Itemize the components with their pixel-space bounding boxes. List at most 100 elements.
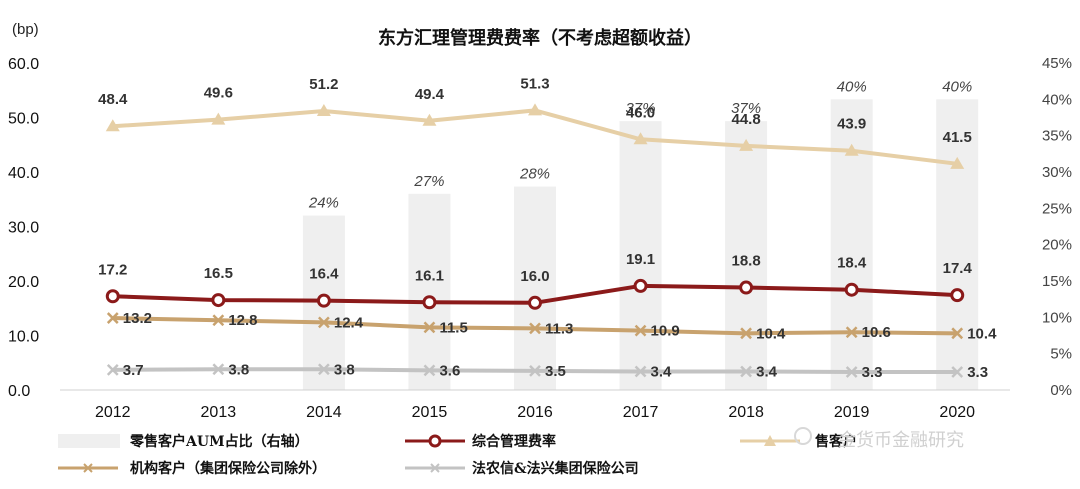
data-labels-layer: 24% 27% 28% 37% 37% 40% 40% 17.2 16.5 16.4 16.1 16.…: [98, 75, 997, 381]
bars-layer: [302, 99, 979, 390]
y2-tick-label: 40%: [1042, 91, 1072, 108]
point-insurance-2012: [106, 363, 119, 376]
watermark: 金货币金融研究: [794, 427, 964, 450]
data-label-insurance-2020: 3.3: [967, 364, 988, 381]
bar-label-2016: 28%: [519, 166, 550, 183]
data-label-institutional-2015: 11.5: [439, 319, 467, 336]
x-tick-label-2018: 2018: [728, 404, 764, 421]
data-label-institutional-2016: 11.3: [545, 320, 573, 337]
y2-tick-label: 45%: [1042, 55, 1072, 72]
series-institutional: [106, 312, 964, 340]
bar-label-2019: 40%: [837, 78, 867, 95]
y-tick-label: 30.0: [8, 220, 39, 237]
point-retail-2018: [739, 138, 754, 151]
point-overall-fee-2013: [211, 293, 226, 308]
x-tick-label-2015: 2015: [412, 404, 448, 421]
point-retail-2012: [105, 119, 120, 132]
legend-marker-institutional: [83, 463, 93, 473]
y2-tick-label: 20%: [1042, 237, 1072, 254]
bar-2016: [514, 186, 556, 390]
y-axis-unit: (bp): [12, 21, 39, 38]
data-label-retail-2012: 48.4: [98, 91, 128, 108]
point-overall-fee-2017: [633, 278, 648, 293]
data-label-retail-2013: 49.6: [204, 85, 233, 102]
data-label-overall-fee-2020: 17.4: [943, 260, 973, 277]
y2-tick-label: 15%: [1042, 273, 1072, 290]
x-tick-label-2014: 2014: [306, 404, 342, 421]
point-institutional-2016: [529, 322, 541, 335]
data-label-insurance-2017: 3.4: [651, 363, 673, 380]
data-label-overall-fee-2015: 16.1: [415, 267, 444, 284]
watermark-text: 金货币金融研究: [838, 430, 964, 450]
legend-swatch-retail-aum-share: [58, 434, 120, 448]
data-label-institutional-2020: 10.4: [967, 325, 997, 342]
data-label-overall-fee-2019: 18.4: [837, 255, 867, 272]
point-insurance-2020: [951, 366, 964, 378]
bar-2020: [936, 99, 979, 390]
data-label-overall-fee-2017: 19.1: [626, 251, 655, 268]
bar-2019: [830, 99, 873, 390]
series-overall-fee: [105, 278, 965, 310]
data-label-retail-2019: 43.9: [837, 116, 866, 133]
point-retail-2019: [844, 143, 859, 156]
bar-label-2015: 27%: [413, 173, 444, 190]
point-institutional-2013: [212, 314, 225, 327]
point-insurance-2016: [529, 365, 541, 377]
lines-layer: [105, 103, 965, 378]
wechat-icon: [794, 427, 812, 445]
y-axis-ticks: 0.0 10.0 20.0 30.0 40.0 50.0 60.0: [8, 56, 39, 400]
y-tick-label: 0.0: [8, 383, 30, 400]
data-label-overall-fee-2018: 18.8: [732, 253, 761, 270]
x-tick-label-2019: 2019: [834, 404, 870, 421]
y-tick-label: 40.0: [8, 165, 39, 182]
legend-label-institutional: 机构客户（集团保险公司除外）: [130, 460, 326, 477]
point-insurance-2015: [423, 364, 436, 377]
bar-label-2014: 24%: [308, 195, 339, 212]
point-overall-fee-2019: [844, 282, 859, 297]
point-retail-2015: [422, 113, 437, 126]
x-tick-label-2013: 2013: [201, 404, 237, 421]
data-label-retail-2020: 41.5: [943, 129, 972, 146]
y2-tick-label: 25%: [1042, 200, 1072, 217]
point-insurance-2014: [318, 363, 330, 376]
bar-label-2018: 37%: [731, 100, 761, 117]
data-label-insurance-2012: 3.7: [123, 362, 144, 379]
data-label-retail-2016: 51.3: [520, 75, 549, 92]
point-retail-2013: [211, 112, 226, 125]
legend-label-retail: 售客户: [814, 433, 857, 450]
point-institutional-2019: [845, 326, 858, 339]
point-overall-fee-2020: [950, 288, 965, 303]
series-insurance: [106, 363, 964, 378]
legend-label-retail-aum-share: 零售客户AUM占比（右轴）: [129, 433, 309, 450]
y-tick-label: 50.0: [8, 111, 39, 128]
y-tick-label: 10.0: [8, 329, 39, 346]
data-label-institutional-2014: 12.4: [334, 314, 364, 331]
chart-title: 东方汇理管理费费率（不考虑超额收益）: [378, 27, 702, 49]
legend-marker-insurance: [430, 463, 440, 473]
legend-marker-overall-fee: [428, 434, 442, 448]
data-label-insurance-2016: 3.5: [545, 363, 566, 380]
x-tick-label-2012: 2012: [95, 404, 131, 421]
point-overall-fee-2016: [528, 295, 542, 310]
data-label-insurance-2015: 3.6: [439, 362, 460, 379]
data-label-overall-fee-2012: 17.2: [98, 261, 127, 278]
y2-tick-label: 35%: [1042, 128, 1072, 145]
point-overall-fee-2018: [739, 280, 754, 295]
data-label-insurance-2018: 3.4: [756, 363, 778, 380]
y2-tick-label: 10%: [1042, 309, 1072, 326]
point-institutional-2018: [740, 327, 752, 340]
data-label-insurance-2019: 3.3: [862, 364, 883, 381]
data-label-retail-2015: 49.4: [415, 86, 445, 103]
point-insurance-2013: [212, 363, 225, 376]
point-overall-fee-2014: [316, 293, 331, 308]
y2-tick-label: 30%: [1042, 164, 1072, 181]
y2-tick-label: 0%: [1050, 382, 1072, 399]
x-axis-ticks: 2012 2013 2014 2015 2016 2017 2018 2019 2020: [95, 404, 975, 421]
data-label-insurance-2014: 3.8: [334, 361, 355, 378]
legend: 零售客户AUM占比（右轴） 综合管理费率 售客户 机构客户（集团保险公司除外） …: [58, 433, 857, 477]
data-label-retail-2018: 44.8: [732, 111, 761, 128]
legend-label-overall-fee: 综合管理费率: [472, 433, 556, 450]
x-tick-label-2020: 2020: [939, 404, 975, 421]
legend-marker-retail: [764, 435, 776, 446]
